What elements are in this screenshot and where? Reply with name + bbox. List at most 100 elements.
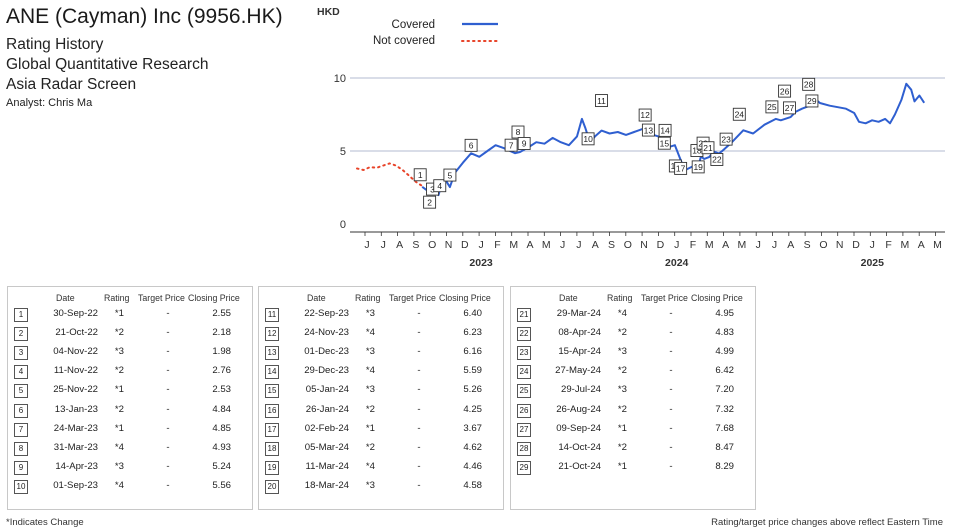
series-not-covered [356, 162, 425, 189]
row-target-price: - [669, 403, 673, 415]
row-rating: *3 [114, 346, 124, 358]
row-rating: *4 [114, 479, 124, 491]
x-tick-label: N [445, 239, 453, 251]
row-closing-price: 6.42 [715, 365, 734, 377]
row-target-price: - [669, 327, 673, 339]
header-closing-price: Closing Price [439, 293, 491, 303]
subtitle-research: Global Quantitative Research [6, 56, 209, 73]
row-date: 01-Sep-23 [53, 479, 98, 491]
row-number: 4 [14, 365, 28, 380]
row-closing-price: 7.32 [715, 403, 734, 415]
x-tick-label: N [640, 239, 648, 251]
row-closing-price: 6.40 [463, 308, 482, 319]
rating-marker-label: 3 [430, 184, 435, 194]
rating-marker-label: 1 [418, 170, 423, 180]
rating-marker-label: 29 [807, 96, 817, 106]
x-tick-label: J [756, 239, 761, 251]
row-closing-price: 5.56 [212, 479, 231, 491]
x-tick-label: S [608, 239, 615, 251]
rating-marker-box [413, 168, 427, 182]
row-date: 22-Sep-23 [304, 308, 349, 319]
table-row: 26 26-Aug-24 *2 - 7.32 [511, 403, 755, 422]
x-tick-label: S [412, 239, 419, 251]
rating-marker-label: 5 [448, 170, 453, 180]
row-date: 31-Mar-23 [53, 441, 98, 453]
row-target-price: - [166, 441, 170, 453]
x-tick-label: F [494, 239, 500, 251]
row-date: 15-Apr-24 [558, 346, 601, 358]
rating-marker-box [464, 138, 478, 152]
table-row: 22 08-Apr-24 *2 - 4.83 [511, 326, 755, 345]
row-closing-price: 2.76 [212, 365, 231, 377]
row-closing-price: 4.46 [463, 460, 482, 472]
table-row: 14 29-Dec-23 *4 - 5.59 [259, 364, 503, 383]
row-rating: *3 [617, 346, 627, 358]
rating-marker-box [641, 123, 655, 137]
analyst-name: Analyst: Chris Ma [6, 97, 93, 109]
row-number: 16 [265, 403, 279, 418]
row-target-price: - [166, 460, 170, 472]
row-target-price: - [669, 365, 673, 377]
rating-marker-box [504, 138, 518, 152]
rating-marker-box [657, 136, 671, 150]
x-tick-label: J [381, 239, 386, 251]
row-target-price: - [417, 365, 421, 377]
rating-marker-label: 12 [640, 110, 650, 120]
x-tick-label: D [461, 239, 469, 251]
rating-table-1: Date Rating Target Price Closing Price 1 30-S… [7, 286, 253, 510]
row-target-price: - [669, 308, 673, 319]
row-target-price: - [166, 327, 170, 339]
row-number: 22 [517, 327, 531, 342]
header-date: Date [307, 293, 326, 303]
x-tick-label: J [560, 239, 565, 251]
row-number: 18 [265, 441, 279, 456]
rating-marker-label: 13 [644, 125, 654, 135]
table-row: 5 25-Nov-22 *1 - 2.53 [8, 383, 252, 402]
table-row: 20 18-Mar-24 *3 - 4.58 [259, 479, 503, 498]
x-tick-label: M [509, 239, 518, 251]
rating-marker-label: 26 [780, 86, 790, 96]
x-tick-label: O [819, 239, 827, 251]
row-date: 11-Nov-22 [53, 365, 98, 377]
row-closing-price: 4.83 [715, 327, 734, 339]
row-target-price: - [669, 460, 673, 472]
rating-marker-label: 23 [721, 134, 731, 144]
x-tick-label: A [592, 239, 599, 251]
footnote-change: *Indicates Change [6, 517, 84, 528]
header-date: Date [56, 293, 75, 303]
row-rating: *3 [365, 308, 375, 319]
rating-table-3: Date Rating Target Price Closing Price 21 29-… [510, 286, 756, 510]
row-number: 6 [14, 403, 28, 418]
row-number: 10 [14, 479, 28, 494]
table-row: 15 05-Jan-24 *3 - 5.26 [259, 383, 503, 402]
subtitle-rating-history: Rating History [6, 36, 104, 53]
row-closing-price: 8.29 [715, 460, 734, 472]
table-row: 28 14-Oct-24 *2 - 8.47 [511, 441, 755, 460]
row-rating: *3 [617, 384, 627, 396]
row-rating: *1 [617, 422, 627, 434]
row-date: 01-Dec-23 [304, 346, 349, 358]
x-tick-label: D [657, 239, 665, 251]
row-target-price: - [166, 308, 170, 319]
row-target-price: - [166, 346, 170, 358]
row-date: 14-Oct-24 [558, 441, 601, 453]
rating-marker-box [517, 137, 531, 150]
x-tick-label: J [478, 239, 483, 251]
x-tick-label: F [690, 239, 696, 251]
row-closing-price: 5.59 [463, 365, 482, 377]
x-tick-label: M [933, 239, 942, 251]
row-date: 21-Oct-24 [558, 460, 601, 472]
row-closing-price: 2.18 [212, 327, 231, 339]
rating-marker-box [710, 153, 724, 166]
row-rating: *1 [114, 308, 124, 319]
row-date: 27-May-24 [555, 365, 601, 377]
row-rating: *1 [617, 460, 627, 472]
rating-marker-box [802, 77, 816, 91]
y-tick-label: 0 [340, 219, 346, 231]
header-target-price: Target Price [389, 293, 436, 303]
table-row: 25 29-Jul-24 *3 - 7.20 [511, 383, 755, 402]
row-closing-price: 4.93 [212, 441, 231, 453]
x-tick-label: J [870, 239, 875, 251]
header-target-price: Target Price [138, 293, 185, 303]
row-closing-price: 4.99 [715, 346, 734, 358]
